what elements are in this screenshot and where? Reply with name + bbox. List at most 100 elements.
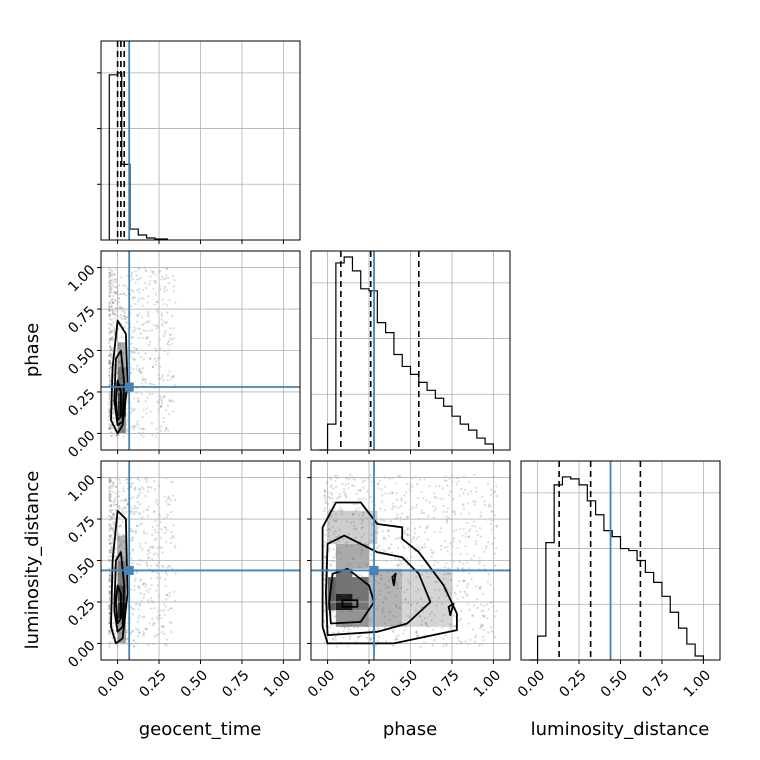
scatter-point <box>169 337 172 340</box>
scatter-point <box>420 623 423 626</box>
scatter-point <box>134 425 137 428</box>
contour-line <box>321 501 458 645</box>
scatter-point <box>435 496 438 499</box>
scatter-point <box>456 584 459 587</box>
scatter-point <box>148 587 151 591</box>
scatter-point <box>125 322 128 325</box>
scatter-point <box>347 482 350 485</box>
scatter-point <box>110 516 113 520</box>
scatter-point <box>330 493 334 496</box>
scatter-point <box>478 586 481 589</box>
scatter-point <box>108 331 111 334</box>
scatter-point <box>130 288 133 292</box>
scatter-point <box>146 314 150 318</box>
scatter-point <box>387 546 390 550</box>
scatter-point <box>109 523 112 526</box>
scatter-point <box>108 318 112 321</box>
scatter-point <box>414 609 418 612</box>
scatter-point <box>356 636 359 640</box>
scatter-point <box>112 326 115 330</box>
scatter-point <box>421 619 424 623</box>
scatter-point <box>173 590 176 593</box>
scatter-point <box>459 552 462 556</box>
scatter-point <box>430 555 434 558</box>
scatter-point <box>420 564 424 568</box>
scatter-point <box>392 629 395 632</box>
scatter-point <box>110 546 113 549</box>
scatter-point <box>108 274 111 278</box>
scatter-point <box>109 543 112 546</box>
scatter-point <box>390 543 393 546</box>
scatter-point <box>374 531 377 534</box>
scatter-point <box>340 609 343 613</box>
scatter-point <box>114 420 117 423</box>
scatter-point <box>109 273 112 276</box>
scatter-point <box>150 328 154 332</box>
scatter-point <box>420 546 423 549</box>
scatter-point <box>108 275 111 278</box>
scatter-point <box>131 297 135 300</box>
scatter-point <box>155 324 159 327</box>
scatter-point <box>388 492 391 495</box>
scatter-point <box>330 514 333 518</box>
scatter-point <box>332 556 336 559</box>
scatter-point <box>397 634 400 637</box>
scatter-point <box>482 609 485 613</box>
scatter-point <box>108 418 111 421</box>
scatter-point <box>480 603 483 606</box>
scatter-point <box>432 505 435 508</box>
scatter-point <box>156 546 159 550</box>
scatter-point <box>114 486 117 489</box>
scatter-point <box>324 489 327 493</box>
scatter-point <box>108 579 111 583</box>
scatter-point <box>174 301 177 304</box>
x-tick-label: 0.50 <box>388 667 421 700</box>
scatter-point <box>122 499 125 503</box>
scatter-point <box>325 528 328 532</box>
scatter-point <box>344 483 347 487</box>
scatter-point <box>152 553 155 556</box>
scatter-point <box>108 515 111 518</box>
scatter-point <box>482 628 486 631</box>
scatter-point <box>109 362 112 365</box>
scatter-point <box>156 584 160 587</box>
scatter-point <box>394 537 397 541</box>
scatter-point <box>467 536 471 539</box>
scatter-point <box>473 503 476 506</box>
scatter-point <box>110 499 113 503</box>
scatter-point <box>430 619 433 622</box>
scatter-point <box>123 309 126 313</box>
scatter-point <box>458 560 461 564</box>
scatter-point <box>118 507 121 511</box>
scatter-point <box>119 539 123 542</box>
scatter-point <box>145 477 148 481</box>
scatter-point <box>134 531 137 534</box>
scatter-point <box>414 631 417 634</box>
scatter-point <box>131 613 134 616</box>
scatter-point <box>108 499 111 502</box>
scatter-point <box>123 314 126 318</box>
scatter-point <box>108 574 111 577</box>
scatter-point <box>172 337 175 340</box>
scatter-point <box>112 513 115 516</box>
scatter-point <box>131 607 134 610</box>
density-cell <box>117 618 126 644</box>
scatter-point <box>468 480 471 483</box>
scatter-point <box>361 526 364 529</box>
scatter-point <box>404 598 407 601</box>
scatter-point <box>163 395 166 398</box>
scatter-point <box>112 490 115 493</box>
x-tick-label: 1.00 <box>681 667 714 700</box>
scatter-point <box>168 497 171 500</box>
scatter-point <box>476 533 480 537</box>
scatter-point <box>136 419 139 423</box>
scatter-point <box>133 510 136 513</box>
scatter-point <box>133 326 136 329</box>
scatter-point <box>472 628 475 631</box>
scatter-point <box>153 323 156 327</box>
scatter-point <box>449 542 452 545</box>
scatter-point <box>434 589 437 592</box>
scatter-point <box>129 529 132 533</box>
scatter-point <box>109 534 112 537</box>
scatter-point <box>394 635 398 639</box>
